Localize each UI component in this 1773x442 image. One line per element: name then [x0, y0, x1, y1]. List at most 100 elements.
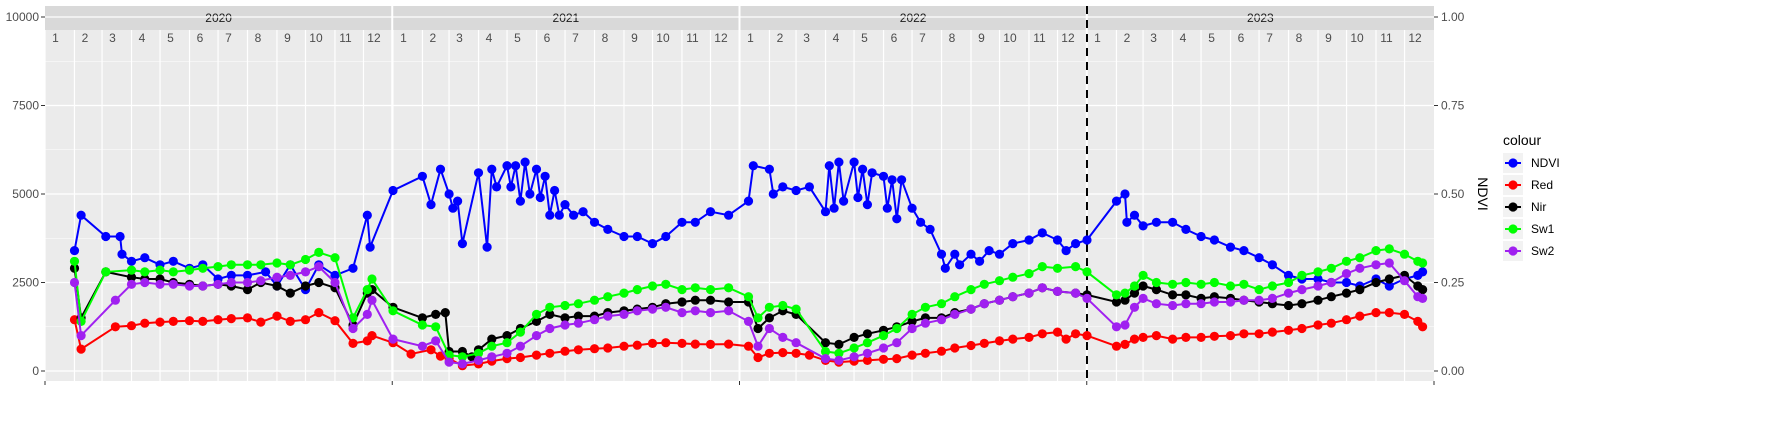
- point-red-67: [1052, 327, 1063, 337]
- point-nir-48: [764, 313, 775, 323]
- point-red-44: [724, 339, 734, 349]
- legend-key-dot: [1508, 246, 1518, 256]
- point-nir-44: [705, 295, 716, 305]
- point-ndvi-28: [448, 203, 458, 213]
- point-sw1-62: [1008, 272, 1018, 282]
- point-nir-13: [272, 281, 282, 291]
- point-sw2-28: [502, 348, 512, 358]
- y-left-tick-label: 7500: [12, 99, 39, 113]
- point-sw1-1: [76, 316, 86, 326]
- point-sw2-38: [647, 304, 658, 314]
- month-label-2021-5: 5: [514, 31, 521, 45]
- point-ndvi-3: [115, 231, 125, 242]
- point-sw2-79: [1254, 295, 1264, 305]
- point-sw2-45: [753, 341, 763, 351]
- point-sw2-2: [110, 295, 120, 305]
- point-sw2-16: [314, 262, 324, 272]
- point-red-94: [1418, 322, 1428, 332]
- point-nir-14: [285, 288, 295, 298]
- point-red-75: [1151, 331, 1161, 341]
- point-ndvi-56: [677, 217, 687, 227]
- point-sw1-44: [743, 292, 754, 302]
- year-label-2020: 2020: [205, 11, 232, 25]
- point-red-42: [690, 339, 700, 349]
- point-red-8: [198, 316, 208, 326]
- point-red-58: [920, 348, 931, 358]
- point-ndvi-41: [531, 164, 542, 174]
- point-sw2-31: [545, 323, 555, 334]
- year-strip-2023: [1086, 6, 1434, 30]
- point-red-89: [1355, 311, 1365, 321]
- month-label-2022-5: 5: [861, 31, 868, 45]
- point-sw1-48: [791, 304, 801, 314]
- point-ndvi-2: [101, 231, 111, 242]
- point-ndvi-92: [994, 249, 1005, 259]
- point-sw2-26: [473, 355, 484, 365]
- month-label-2021-11: 11: [686, 31, 699, 45]
- point-sw1-66: [1071, 262, 1081, 272]
- month-label-2020-6: 6: [197, 31, 204, 45]
- point-nir-23: [431, 309, 441, 319]
- point-red-43: [705, 339, 716, 349]
- point-sw2-86: [1355, 263, 1365, 273]
- point-ndvi-71: [839, 196, 849, 206]
- point-ndvi-29: [453, 196, 463, 206]
- legend-key-sw2: [1503, 241, 1523, 261]
- point-ndvi-6: [140, 253, 150, 263]
- series-line-nir: [73, 268, 1424, 359]
- point-sw1-2: [101, 267, 111, 277]
- point-sw2-30: [531, 331, 542, 341]
- point-ndvi-100: [1111, 196, 1122, 206]
- point-sw1-45: [753, 313, 763, 323]
- point-ndvi-78: [882, 203, 892, 213]
- point-red-81: [1239, 329, 1249, 339]
- point-sw2-69: [1120, 320, 1130, 330]
- point-sw1-71: [1138, 270, 1148, 280]
- point-red-15: [300, 315, 311, 325]
- point-sw1-32: [560, 300, 570, 311]
- point-sw2-15: [300, 267, 311, 277]
- point-red-37: [619, 341, 629, 351]
- month-label-2021-12: 12: [714, 31, 728, 45]
- month-label-2023-11: 11: [1380, 31, 1393, 45]
- point-sw1-28: [502, 338, 512, 348]
- point-ndvi-106: [1168, 217, 1178, 227]
- point-ndvi-36: [506, 182, 516, 192]
- point-nir-72: [1129, 288, 1140, 298]
- point-sw2-66: [1071, 288, 1081, 298]
- point-ndvi-60: [743, 196, 754, 206]
- point-nir-52: [834, 339, 844, 349]
- point-sw1-53: [878, 331, 889, 341]
- point-ndvi-24: [417, 171, 427, 181]
- point-nir-76: [1181, 290, 1191, 300]
- point-red-16: [314, 308, 324, 318]
- point-red-82: [1254, 329, 1264, 339]
- month-label-2023-6: 6: [1238, 31, 1245, 45]
- point-sw2-9: [213, 279, 223, 289]
- point-sw2-36: [619, 309, 629, 319]
- point-sw1-70: [1129, 281, 1140, 291]
- point-sw2-57: [936, 315, 947, 325]
- point-sw1-80: [1267, 281, 1277, 291]
- point-nir-87: [1341, 288, 1352, 298]
- point-ndvi-49: [578, 207, 588, 217]
- month-label-2021-6: 6: [544, 31, 551, 45]
- point-sw1-12: [256, 260, 266, 270]
- point-nir-57: [907, 316, 917, 326]
- point-nir-83: [1283, 300, 1294, 311]
- point-ndvi-35: [502, 161, 512, 171]
- month-label-2020-2: 2: [82, 31, 89, 45]
- point-ndvi-108: [1196, 231, 1206, 242]
- point-sw1-61: [994, 276, 1005, 286]
- point-sw1-15: [300, 254, 311, 265]
- right-axis-title: NDVI: [1475, 177, 1491, 210]
- point-nir-45: [724, 297, 734, 307]
- month-label-2022-7: 7: [919, 31, 926, 45]
- point-ndvi-112: [1254, 253, 1264, 263]
- point-red-55: [878, 354, 889, 364]
- point-red-84: [1283, 325, 1294, 335]
- point-sw1-67: [1082, 267, 1092, 277]
- point-red-64: [1008, 334, 1018, 344]
- point-sw2-14: [285, 270, 295, 280]
- point-red-65: [1024, 332, 1034, 342]
